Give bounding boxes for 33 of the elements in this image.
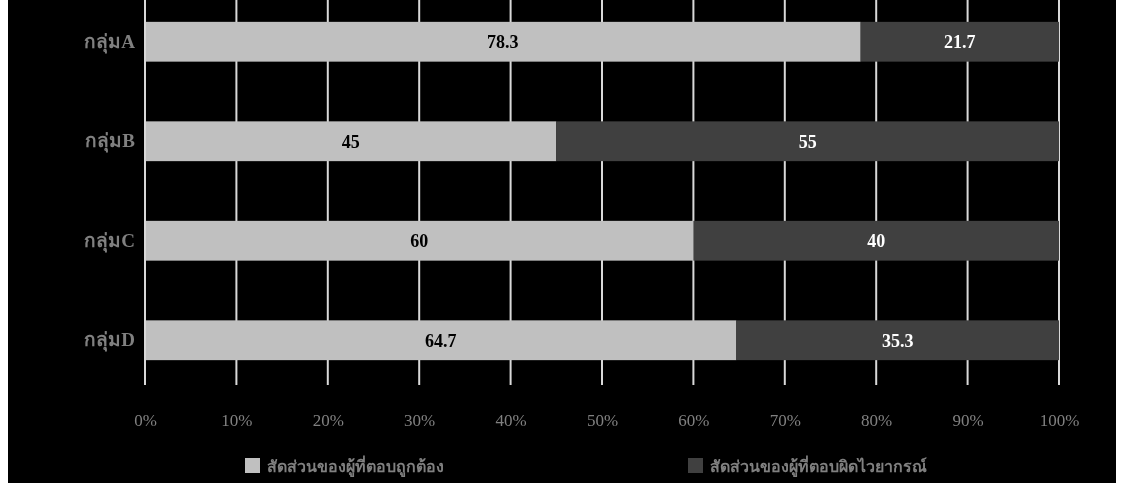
bar: [145, 121, 557, 162]
x-tick-label: 60%: [678, 411, 710, 431]
data-label: 35.3: [881, 330, 914, 351]
data-label: 60: [410, 231, 429, 252]
data-label: 40: [867, 231, 886, 252]
x-tick-label: 30%: [404, 411, 436, 431]
bar: [556, 121, 1059, 162]
data-label: 21.7: [944, 32, 976, 53]
x-tick-label: 40%: [495, 411, 527, 431]
x-tick-label: 20%: [312, 411, 344, 431]
data-label: 55: [798, 131, 817, 152]
bar: [860, 21, 1059, 62]
data-label: 64.7: [424, 330, 457, 351]
bar: [145, 320, 737, 361]
x-tick-label: 100%: [1039, 411, 1080, 431]
bar: [736, 320, 1059, 361]
y-tick-label: กลุ่มB: [85, 130, 136, 154]
legend-label: สัดส่วนของผู้ที่ตอบผิดไวยากรณ์: [710, 454, 927, 478]
y-tick-label: กลุ่มA: [84, 30, 136, 54]
x-tick-label: 10%: [221, 411, 253, 431]
data-label: 45: [341, 131, 360, 152]
x-tick-label: 80%: [861, 411, 893, 431]
bar: [145, 220, 694, 261]
x-tick-label: 0%: [134, 411, 157, 431]
y-tick-label: กลุ่มC: [84, 229, 135, 253]
bar: [145, 21, 861, 62]
bar: [693, 220, 1059, 261]
x-tick-label: 70%: [769, 411, 801, 431]
x-tick-label: 50%: [586, 411, 619, 431]
data-label: 78.3: [487, 32, 519, 53]
x-tick-label: 90%: [952, 411, 984, 431]
legend-label: สัดส่วนของผู้ที่ตอบถูกต้อง: [267, 454, 444, 478]
y-tick-label: กลุ่มD: [84, 329, 135, 353]
